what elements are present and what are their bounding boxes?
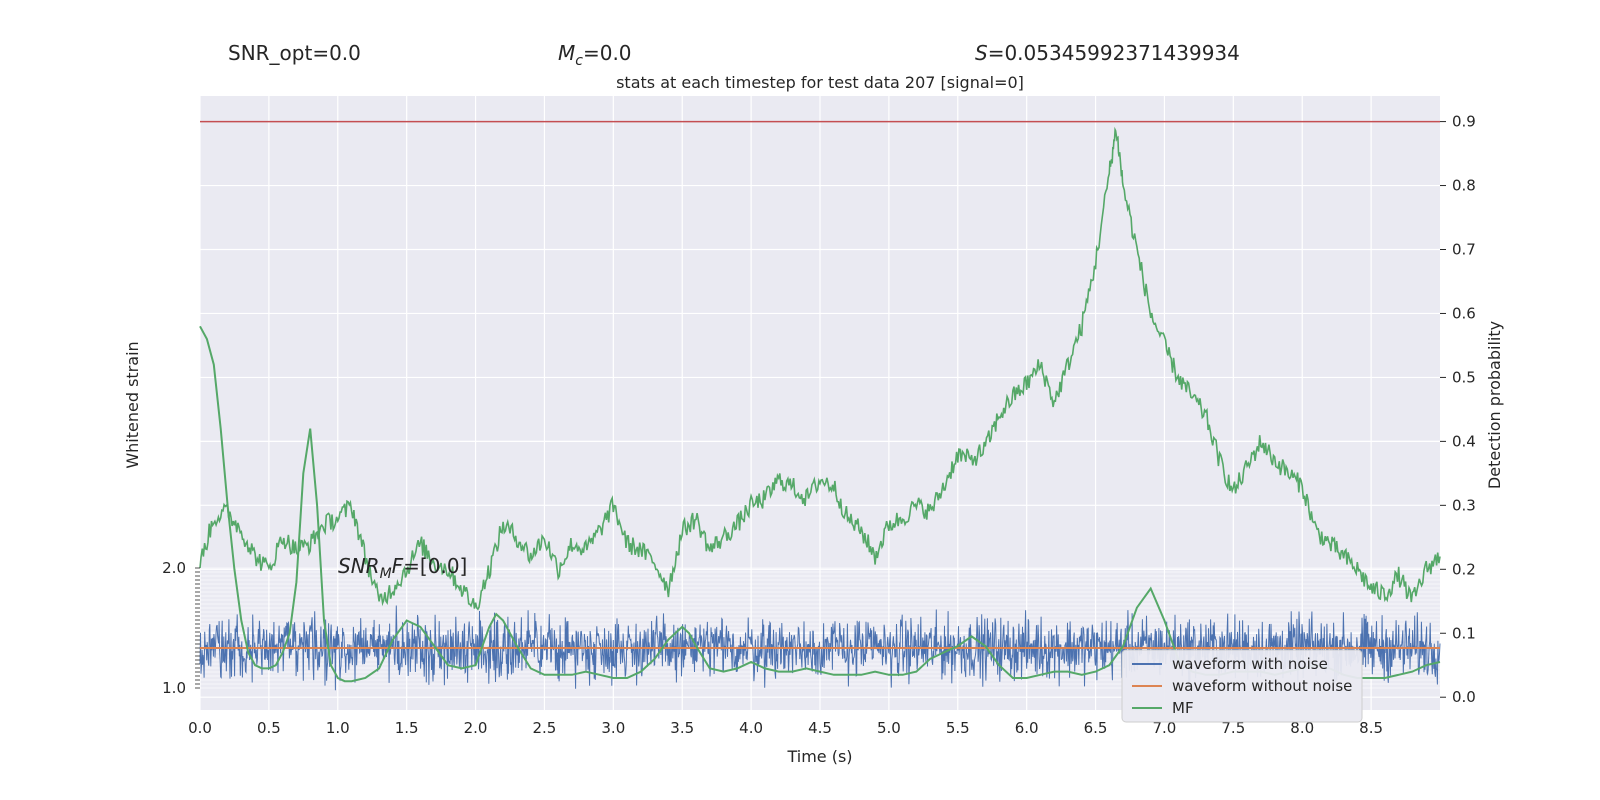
right-tick-label: 0.3 <box>1452 496 1476 514</box>
snr-mf-annotation: SNRMF=[0.0] <box>338 554 467 582</box>
right-tick-label: 0.6 <box>1452 304 1476 322</box>
right-tick-label: 0.2 <box>1452 560 1476 578</box>
mc-symbol: M <box>558 41 575 65</box>
x-tick-label: 3.0 <box>601 719 625 737</box>
x-tick-label: 3.5 <box>670 719 694 737</box>
legend: waveform with noise waveform without noi… <box>1121 649 1363 723</box>
x-tick-label: 2.5 <box>533 719 557 737</box>
legend-entry-noise: waveform with noise <box>1172 655 1328 673</box>
x-tick-label: 5.0 <box>877 719 901 737</box>
left-tick-label-bottom: 1.0 <box>162 679 186 697</box>
right-tick-label: 0.5 <box>1452 368 1476 386</box>
mc-subscript: c <box>575 53 583 69</box>
right-tick-label: 0.1 <box>1452 624 1476 642</box>
legend-entry-clean: waveform without noise <box>1172 677 1352 695</box>
x-tick-label: 4.5 <box>808 719 832 737</box>
left-axis-ticks: 2.0 1.0 <box>162 559 200 697</box>
snr-mf-f: F <box>392 554 404 578</box>
mc-stat: Mc=0.0 <box>558 41 632 69</box>
right-axis-label: Detection probability <box>1485 321 1504 489</box>
snr-opt-stat: SNR_opt=0.0 <box>228 41 361 65</box>
x-tick-label: 7.0 <box>1153 719 1177 737</box>
right-tick-label: 0.0 <box>1452 688 1476 706</box>
right-tick-label: 0.9 <box>1452 113 1476 131</box>
x-tick-label: 4.0 <box>739 719 763 737</box>
right-axis-ticks: 0.0 0.1 0.2 0.3 0.4 0.5 0.6 0.7 0.8 0.9 <box>1440 113 1476 706</box>
snr-mf-value: =[0.0] <box>403 554 467 578</box>
left-axis-label: Whitened strain <box>123 341 142 468</box>
mc-value: =0.0 <box>583 41 632 65</box>
x-tick-label: 1.0 <box>326 719 350 737</box>
s-symbol: S <box>975 41 988 65</box>
x-tick-label: 7.5 <box>1221 719 1245 737</box>
s-value: =0.05345992371439934 <box>988 41 1240 65</box>
left-tick-label-top: 2.0 <box>162 559 186 577</box>
legend-entry-mf: MF <box>1172 699 1194 717</box>
chart-title: stats at each timestep for test data 207… <box>616 73 1024 92</box>
x-axis-label: Time (s) <box>786 747 852 766</box>
x-tick-label: 6.0 <box>1015 719 1039 737</box>
x-tick-label: 5.5 <box>946 719 970 737</box>
snr-mf-subscript: M <box>380 566 392 582</box>
x-tick-label: 6.5 <box>1084 719 1108 737</box>
right-tick-label: 0.4 <box>1452 432 1476 450</box>
snr-mf-prefix: SNR <box>338 554 380 578</box>
detection-probability-line <box>199 126 1441 611</box>
right-tick-label: 0.8 <box>1452 177 1476 195</box>
x-tick-label: 2.0 <box>464 719 488 737</box>
x-tick-label: 0.5 <box>257 719 281 737</box>
s-stat: S=0.05345992371439934 <box>975 41 1240 65</box>
x-tick-label: 0.0 <box>188 719 212 737</box>
x-tick-label: 1.5 <box>395 719 419 737</box>
right-tick-label: 0.7 <box>1452 241 1476 259</box>
x-tick-label: 8.0 <box>1290 719 1314 737</box>
x-axis-ticks: 0.0 0.5 1.0 1.5 2.0 2.5 3.0 3.5 4.0 4.5 5.0 5.5 6.0 6… <box>188 719 1383 737</box>
legend-box <box>1121 649 1363 723</box>
x-tick-label: 8.5 <box>1359 719 1383 737</box>
detection-probability-series <box>199 126 1441 611</box>
